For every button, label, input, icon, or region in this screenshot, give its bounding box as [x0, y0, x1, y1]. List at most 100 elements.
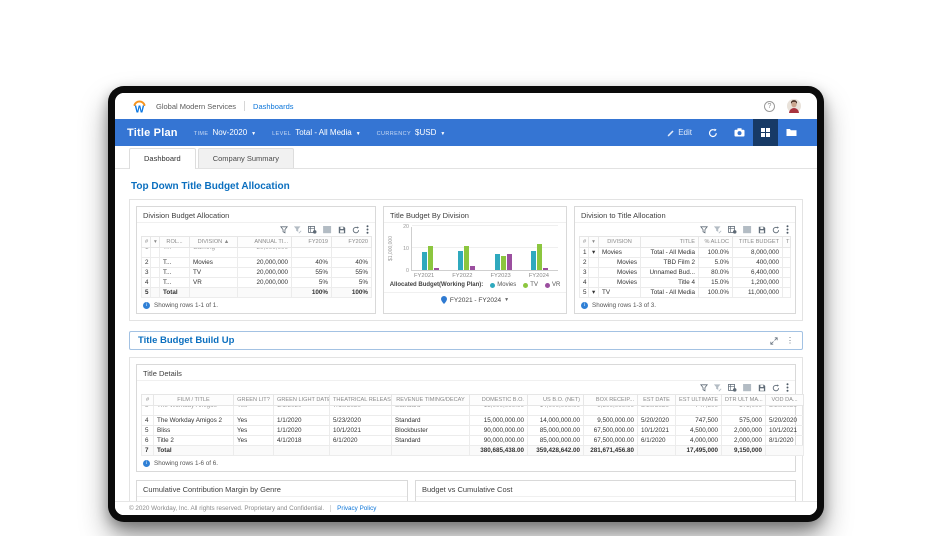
bar-tv[interactable] — [500, 255, 506, 270]
level-filter[interactable]: LEVEL Total - All Media ▼ — [272, 128, 361, 137]
tab-company-summary[interactable]: Company Summary — [197, 148, 294, 168]
table-row[interactable]: 3 T... TV 20,000,000 55% 55% — [141, 267, 372, 278]
table-row[interactable]: 5 Total 100% 100% — [141, 287, 372, 298]
bar-tv[interactable] — [464, 245, 470, 270]
more-icon[interactable] — [786, 225, 789, 234]
refresh-button[interactable] — [700, 119, 726, 146]
column-header[interactable]: ▾ — [588, 236, 599, 248]
table-row[interactable]: 1 T... Gaming 20,000,000 — [141, 247, 372, 258]
time-range-pill[interactable]: FY2021 - FY2024 ▼ — [384, 292, 566, 307]
legend-item-movies[interactable]: Movies — [490, 282, 516, 288]
column-header[interactable]: # — [579, 236, 589, 248]
save-icon[interactable] — [758, 226, 766, 234]
legend-item-tv[interactable]: TV — [523, 282, 538, 288]
table-row[interactable]: 4 T... VR 20,000,000 5% 5% — [141, 277, 372, 288]
column-header[interactable]: ANNUAL TI... — [237, 236, 292, 248]
tab-dashboard[interactable]: Dashboard — [129, 148, 196, 169]
refresh-icon[interactable] — [352, 225, 360, 234]
bar-tv[interactable] — [537, 243, 543, 270]
table-row[interactable]: 1 ▾ Movies Total - All Media 100.0% 8,000,000 — [579, 247, 791, 258]
format-icon[interactable] — [294, 225, 302, 234]
help-icon[interactable]: ? — [764, 100, 775, 112]
expand-icon[interactable] — [770, 336, 778, 345]
table-cell: 90,000,000.00 — [469, 425, 528, 436]
more-icon[interactable] — [786, 383, 789, 392]
column-header[interactable]: T — [782, 236, 791, 248]
table-columns-icon[interactable] — [743, 225, 752, 234]
filter-icon[interactable] — [280, 225, 288, 234]
breadcrumb[interactable]: Dashboards — [253, 101, 294, 111]
avatar[interactable] — [787, 99, 801, 113]
column-header[interactable]: ▾ — [150, 236, 160, 248]
table-settings-icon[interactable] — [308, 225, 317, 234]
bar-movies[interactable] — [421, 252, 427, 270]
column-header[interactable]: BOX RECEIP... — [583, 394, 638, 406]
column-header[interactable]: DIVISION — [598, 236, 641, 248]
column-header[interactable]: FILM / TITLE — [153, 394, 234, 406]
table-settings-icon[interactable] — [728, 383, 737, 392]
table-row[interactable]: 7 Total 380,685,438.00 359,428,642.00 281,67… — [141, 445, 804, 456]
column-header[interactable]: ROL... — [159, 236, 190, 248]
column-header[interactable]: DTR ULT MA... — [721, 394, 766, 406]
column-header[interactable]: VOD DA... — [765, 394, 804, 406]
filter-icon[interactable] — [700, 225, 708, 234]
table-row[interactable]: 2 Movies TBD Film 2 5.0% 400,000 — [579, 257, 791, 268]
column-header[interactable]: US B.O. (NET) — [527, 394, 584, 406]
column-header[interactable]: GREEN LIGHT DATE — [273, 394, 330, 406]
bar-vr[interactable] — [543, 267, 549, 270]
snapshot-camera-button[interactable] — [726, 119, 753, 146]
table-row[interactable]: 3 Movies Unnamed Bud... 80.0% 6,400,000 — [579, 267, 791, 278]
bar-tv[interactable] — [427, 245, 433, 270]
bar-movies[interactable] — [531, 251, 537, 270]
column-header[interactable]: TITLE BUDGET — [732, 236, 783, 248]
edit-button[interactable]: Edit — [659, 119, 700, 146]
column-header[interactable]: # — [141, 394, 154, 406]
refresh-icon[interactable] — [772, 383, 780, 392]
table-row[interactable]: 5 ▾ TV Total - All Media 100.0% 11,000,000 — [579, 287, 791, 298]
more-menu-icon[interactable]: ⋮ — [786, 335, 794, 345]
legend-item-vr[interactable]: VR — [544, 282, 560, 288]
column-header[interactable]: THEATRICAL RELEASE — [329, 394, 392, 406]
table-settings-icon[interactable] — [728, 225, 737, 234]
dashboard-grid-button[interactable] — [753, 119, 778, 146]
bar-movies[interactable] — [458, 251, 464, 270]
column-header[interactable]: GREEN LIT? — [233, 394, 274, 406]
table-row[interactable]: 2 T... Movies 20,000,000 40% 40% — [141, 257, 372, 268]
table-columns-icon[interactable] — [323, 225, 332, 234]
bar-vr[interactable] — [506, 253, 512, 270]
column-header[interactable]: EST ULTIMATE — [675, 394, 722, 406]
folder-button[interactable] — [778, 119, 805, 146]
bar-movies[interactable] — [494, 253, 500, 270]
grouped-bar-plot[interactable] — [411, 225, 558, 271]
refresh-icon[interactable] — [772, 225, 780, 234]
bar-vr[interactable] — [470, 265, 476, 270]
table-cell: Total — [159, 287, 190, 298]
privacy-policy-link[interactable]: Privacy Policy — [337, 505, 377, 512]
table-row[interactable]: 3 The Workday Amigos Yes 1/1/2020 7/10/2020 S… — [141, 405, 804, 416]
bar-vr[interactable] — [433, 267, 439, 270]
table-row[interactable]: 6 Title 2 Yes 4/1/2018 6/1/2020 Standard 90,00… — [141, 435, 804, 446]
column-header[interactable]: % ALLOC — [698, 236, 733, 248]
format-icon[interactable] — [714, 225, 722, 234]
table-row[interactable]: 5 Bliss Yes 1/1/2020 10/1/2021 Blockbuster 90,… — [141, 425, 804, 436]
currency-filter[interactable]: CURRENCY $USD ▼ — [376, 128, 446, 137]
table-cell: 10/1/2021 — [329, 425, 392, 436]
workday-logo-icon[interactable]: W — [131, 99, 148, 114]
column-header[interactable]: FY2019 — [291, 236, 332, 248]
more-icon[interactable] — [366, 225, 369, 234]
save-icon[interactable] — [338, 226, 346, 234]
format-icon[interactable] — [714, 383, 722, 392]
column-header[interactable]: DIVISION ▲ — [189, 236, 238, 248]
table-columns-icon[interactable] — [743, 383, 752, 392]
column-header[interactable]: EST DATE — [637, 394, 676, 406]
filter-icon[interactable] — [700, 383, 708, 392]
save-icon[interactable] — [758, 384, 766, 392]
table-row[interactable]: 4 Movies Title 4 15.0% 1,200,000 — [579, 277, 791, 288]
column-header[interactable]: REVENUE TIMING/DECAY — [391, 394, 470, 406]
table-row[interactable]: 4 The Workday Amigos 2 Yes 1/1/2020 5/23/202… — [141, 415, 804, 426]
column-header[interactable]: # — [141, 236, 151, 248]
column-header[interactable]: TITLE — [640, 236, 699, 248]
column-header[interactable]: DOMESTIC B.O. — [469, 394, 528, 406]
time-filter[interactable]: TIME Nov-2020 ▼ — [193, 128, 257, 137]
column-header[interactable]: FY2020 — [331, 236, 372, 248]
